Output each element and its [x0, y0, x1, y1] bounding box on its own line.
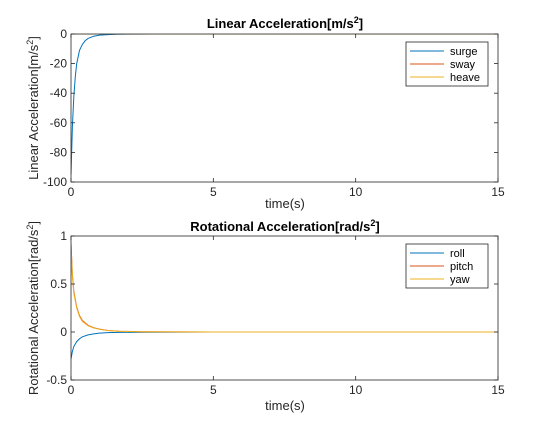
y-tick-label: -100 — [43, 175, 67, 189]
y-axis-label: Linear Acceleration[m/s2] — [25, 36, 41, 180]
axes-box — [70, 33, 499, 183]
legend-label-sway: sway — [450, 59, 476, 71]
title-main: Linear Acceleration[m/s — [207, 16, 354, 31]
series-group — [71, 243, 498, 359]
title-suffix: ] — [375, 219, 379, 234]
x-tick-label: 5 — [210, 383, 217, 397]
y-tick-label: -80 — [50, 145, 68, 159]
legend-label-yaw: yaw — [450, 274, 470, 286]
y-tick-label: 0 — [60, 27, 67, 41]
legend-label-surge: surge — [450, 46, 478, 58]
ylabel-superscript: 2 — [25, 225, 35, 230]
axes-box — [70, 235, 499, 381]
x-axis-label: time(s) — [265, 196, 305, 211]
y-tick-label: 0 — [60, 325, 67, 339]
x-tick-label: 15 — [491, 383, 505, 397]
title-suffix: ] — [359, 16, 363, 31]
rotational-acceleration-chart: Rotational Acceleration[rad/s2] time(s) … — [25, 218, 505, 413]
legend-label-pitch: pitch — [450, 261, 473, 273]
legend-label-roll: roll — [450, 248, 465, 260]
y-tick-label: 1 — [60, 229, 67, 243]
x-tick-label: 0 — [68, 185, 75, 199]
y-tick-label: 0.5 — [50, 277, 67, 291]
y-tick-label: -40 — [50, 86, 68, 100]
series-group — [71, 34, 498, 175]
ylabel-superscript: 2 — [25, 40, 35, 45]
ylabel-suffix: ] — [26, 221, 41, 225]
x-tick-label: 10 — [349, 185, 363, 199]
title-main: Rotational Acceleration[rad/s — [190, 219, 370, 234]
series-line-surge — [71, 34, 498, 175]
legend-label-heave: heave — [450, 72, 480, 84]
x-tick-label: 15 — [491, 185, 505, 199]
linear-acceleration-chart: Linear Acceleration[m/s2] time(s) Linear… — [25, 15, 505, 211]
x-tick-label: 5 — [210, 185, 217, 199]
x-tick-label: 10 — [349, 383, 363, 397]
ylabel-suffix: ] — [26, 36, 41, 40]
y-tick-label: -0.5 — [46, 373, 67, 387]
y-tick-label: -60 — [50, 116, 68, 130]
y-axis-label: Rotational Acceleration[rad/s2] — [25, 221, 41, 395]
series-line-yaw — [71, 245, 498, 333]
x-tick-label: 0 — [68, 383, 75, 397]
ylabel-main: Linear Acceleration[m/s — [26, 44, 41, 180]
x-axis-label: time(s) — [265, 398, 305, 413]
ylabel-main: Rotational Acceleration[rad/s — [26, 229, 41, 395]
chart-title: Rotational Acceleration[rad/s2] — [190, 218, 379, 234]
title-superscript: 2 — [370, 218, 375, 228]
chart-title: Linear Acceleration[m/s2] — [207, 15, 363, 31]
title-superscript: 2 — [354, 15, 359, 25]
y-tick-label: -20 — [50, 57, 68, 71]
